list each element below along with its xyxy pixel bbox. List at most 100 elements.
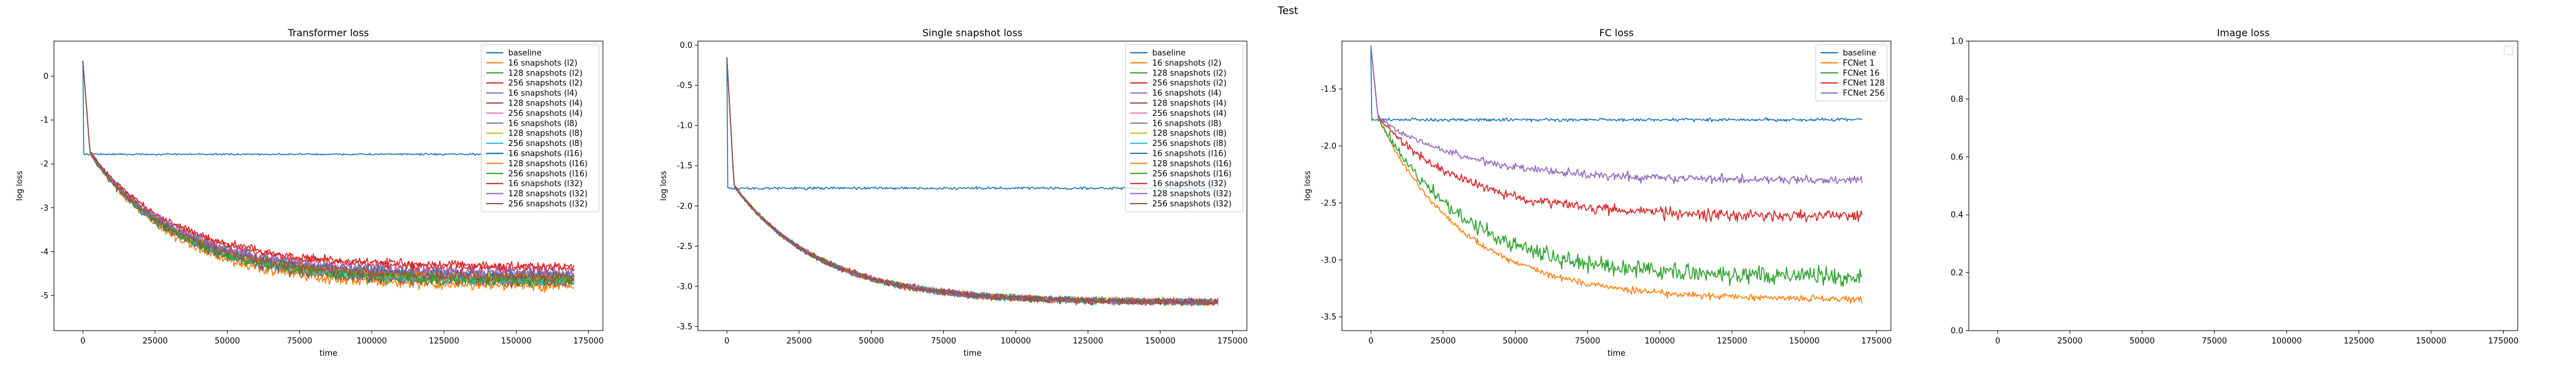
chart-title: FC loss	[1599, 27, 1633, 39]
legend-label: 16 snapshots (l16)	[1152, 150, 1227, 159]
x-tick-label: 75000	[2202, 337, 2227, 346]
y-tick-label: -3.0	[1321, 256, 1336, 265]
legend-label: baseline	[508, 49, 542, 58]
y-tick-label: -2.0	[1321, 142, 1336, 151]
y-tick-label: 0.6	[1950, 153, 1963, 162]
legend-label: 16 snapshots (l32)	[1152, 180, 1227, 189]
chart-panel: 0 25000 50000 75000 100000 125000 150000 175000…	[1303, 27, 1892, 358]
legend-label: FCNet 16	[1843, 69, 1880, 78]
legend-box	[1125, 44, 1244, 212]
legend-label: 256 snapshots (l16)	[1152, 169, 1232, 178]
legend-box	[481, 44, 600, 212]
y-tick-label: -3	[40, 204, 48, 213]
x-tick-label: 50000	[1503, 337, 1528, 346]
legend-box	[2504, 45, 2513, 55]
x-tick-label: 100000	[1644, 337, 1675, 346]
axes-frame	[697, 40, 1248, 331]
chart-panel: 0 25000 50000 75000 100000 125000 150000 175000…	[659, 27, 1248, 358]
legend-label: 256 snapshots (l16)	[508, 169, 588, 178]
legend-label: 128 snapshots (l2)	[1152, 69, 1227, 78]
x-tick-label: 0	[1995, 337, 2000, 346]
y-tick-label: -3.0	[677, 282, 692, 291]
legend-label: 256 snapshots (l32)	[508, 200, 588, 209]
x-tick-label: 100000	[1000, 337, 1031, 346]
y-tick-label: -0.5	[677, 82, 692, 91]
x-tick-label: 25000	[786, 337, 811, 346]
x-tick-label: 75000	[931, 337, 956, 346]
y-tick-label: -3.5	[677, 323, 692, 332]
axes-frame	[53, 40, 604, 331]
legend-label: 128 snapshots (l2)	[508, 69, 583, 78]
y-tick-label: -2	[40, 160, 48, 169]
y-tick-label: -4	[40, 248, 48, 257]
legend-label: 128 snapshots (l16)	[508, 159, 588, 169]
legend-label: 256 snapshots (l8)	[508, 139, 583, 148]
x-axis-label: time	[1608, 349, 1625, 358]
legend-label: 16 snapshots (l4)	[1152, 89, 1222, 98]
legend-label: 256 snapshots (l4)	[508, 109, 583, 118]
axes-frame	[1341, 40, 1892, 331]
y-tick-label: 0.2	[1950, 269, 1963, 278]
series-line	[1370, 45, 1863, 223]
plot-area	[726, 57, 1219, 307]
legend-label: 128 snapshots (l32)	[1152, 190, 1232, 199]
x-tick-label: 125000	[1073, 337, 1103, 346]
legend-label: 128 snapshots (l4)	[1152, 99, 1227, 109]
x-tick-label: 0	[80, 337, 85, 346]
y-tick-label: 0.8	[1950, 95, 1963, 104]
chart-panel: 0 25000 50000 75000 100000 125000 150000 175000…	[15, 27, 604, 358]
y-tick-label: -2.0	[677, 202, 692, 211]
x-tick-label: 175000	[1217, 337, 1248, 346]
x-tick-label: 75000	[1575, 337, 1600, 346]
x-tick-label: 25000	[1430, 337, 1455, 346]
legend-label: FCNet 128	[1843, 79, 1885, 88]
x-axis-label: time	[964, 349, 981, 358]
legend-label: 256 snapshots (l8)	[1152, 139, 1227, 148]
legend-label: 128 snapshots (l32)	[508, 190, 588, 199]
series-line	[1370, 45, 1863, 304]
y-tick-label: -1	[40, 116, 48, 125]
legend-label: 16 snapshots (l2)	[1152, 59, 1222, 68]
x-tick-label: 50000	[859, 337, 884, 346]
y-tick-label: -1.5	[677, 162, 692, 171]
chart-panel: 0 25000 50000 75000 100000 125000 150000 175000…	[1950, 27, 2518, 346]
legend-box	[1815, 44, 1888, 102]
x-tick-label: 25000	[2057, 337, 2082, 346]
x-axis-label: time	[320, 349, 337, 358]
legend-label: 16 snapshots (l16)	[508, 150, 583, 159]
series-line	[82, 61, 575, 279]
legend-label: 16 snapshots (l8)	[1152, 119, 1222, 128]
series-line	[1370, 45, 1863, 287]
chart-title: Transformer loss	[288, 27, 369, 39]
x-tick-label: 0	[724, 337, 729, 346]
legend-label: FCNet 1	[1843, 59, 1875, 68]
y-tick-label: -3.5	[1321, 313, 1336, 322]
legend-label: 128 snapshots (l8)	[508, 129, 583, 139]
x-tick-label: 0	[1368, 337, 1373, 346]
series-line	[1370, 48, 1863, 123]
y-axis-label: log loss	[15, 171, 25, 201]
figure-title: Test	[1278, 5, 1298, 17]
y-tick-label: -2.5	[1321, 199, 1336, 208]
legend-label: 16 snapshots (l2)	[508, 59, 578, 68]
series-line	[726, 57, 1219, 307]
y-tick-label: 1.0	[1950, 37, 1963, 47]
x-tick-label: 150000	[1145, 337, 1176, 346]
legend-label: 128 snapshots (l16)	[1152, 159, 1232, 169]
x-tick-label: 175000	[2488, 337, 2519, 346]
x-tick-label: 50000	[2129, 337, 2155, 346]
y-tick-label: -2.5	[677, 242, 692, 251]
legend-label: 128 snapshots (l4)	[508, 99, 583, 109]
chart-title: Single snapshot loss	[922, 27, 1022, 39]
y-tick-label: -1.0	[677, 121, 692, 131]
x-tick-label: 125000	[1717, 337, 1747, 346]
legend-label: 256 snapshots (l2)	[508, 79, 583, 88]
chart-title: Image loss	[2217, 27, 2269, 39]
y-tick-label: 0.4	[1950, 211, 1963, 220]
x-tick-label: 100000	[2271, 337, 2302, 346]
x-tick-label: 150000	[2416, 337, 2447, 346]
x-tick-label: 125000	[2344, 337, 2374, 346]
